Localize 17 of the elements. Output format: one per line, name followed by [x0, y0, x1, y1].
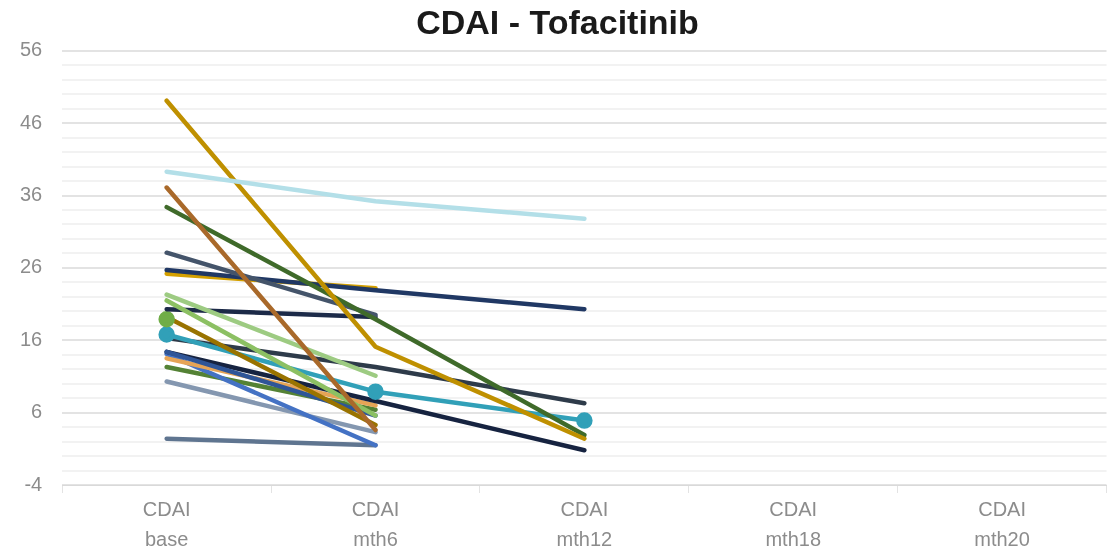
- point: [158, 326, 175, 343]
- point: [158, 311, 175, 328]
- y-tick-label: 26: [20, 255, 43, 278]
- point: [576, 412, 593, 429]
- x-tick-label: CDAI mth12: [556, 497, 613, 550]
- y-tick-label: 36: [20, 183, 43, 206]
- x-tick-label: CDAI mth20: [974, 497, 1030, 550]
- y-tick-label: 16: [20, 327, 43, 350]
- y-tick-label: -4: [24, 472, 43, 495]
- y-tick-label: 46: [20, 110, 43, 133]
- x-tick-label: CDAI base: [142, 497, 191, 550]
- x-tick-label: CDAI mth18: [765, 497, 822, 550]
- y-tick-label: 6: [31, 400, 43, 423]
- point: [367, 383, 384, 400]
- chart-title: CDAI - Tofacitinib: [416, 2, 699, 41]
- x-tick-label: CDAI mth6: [351, 497, 400, 550]
- y-tick-label: 56: [20, 38, 43, 61]
